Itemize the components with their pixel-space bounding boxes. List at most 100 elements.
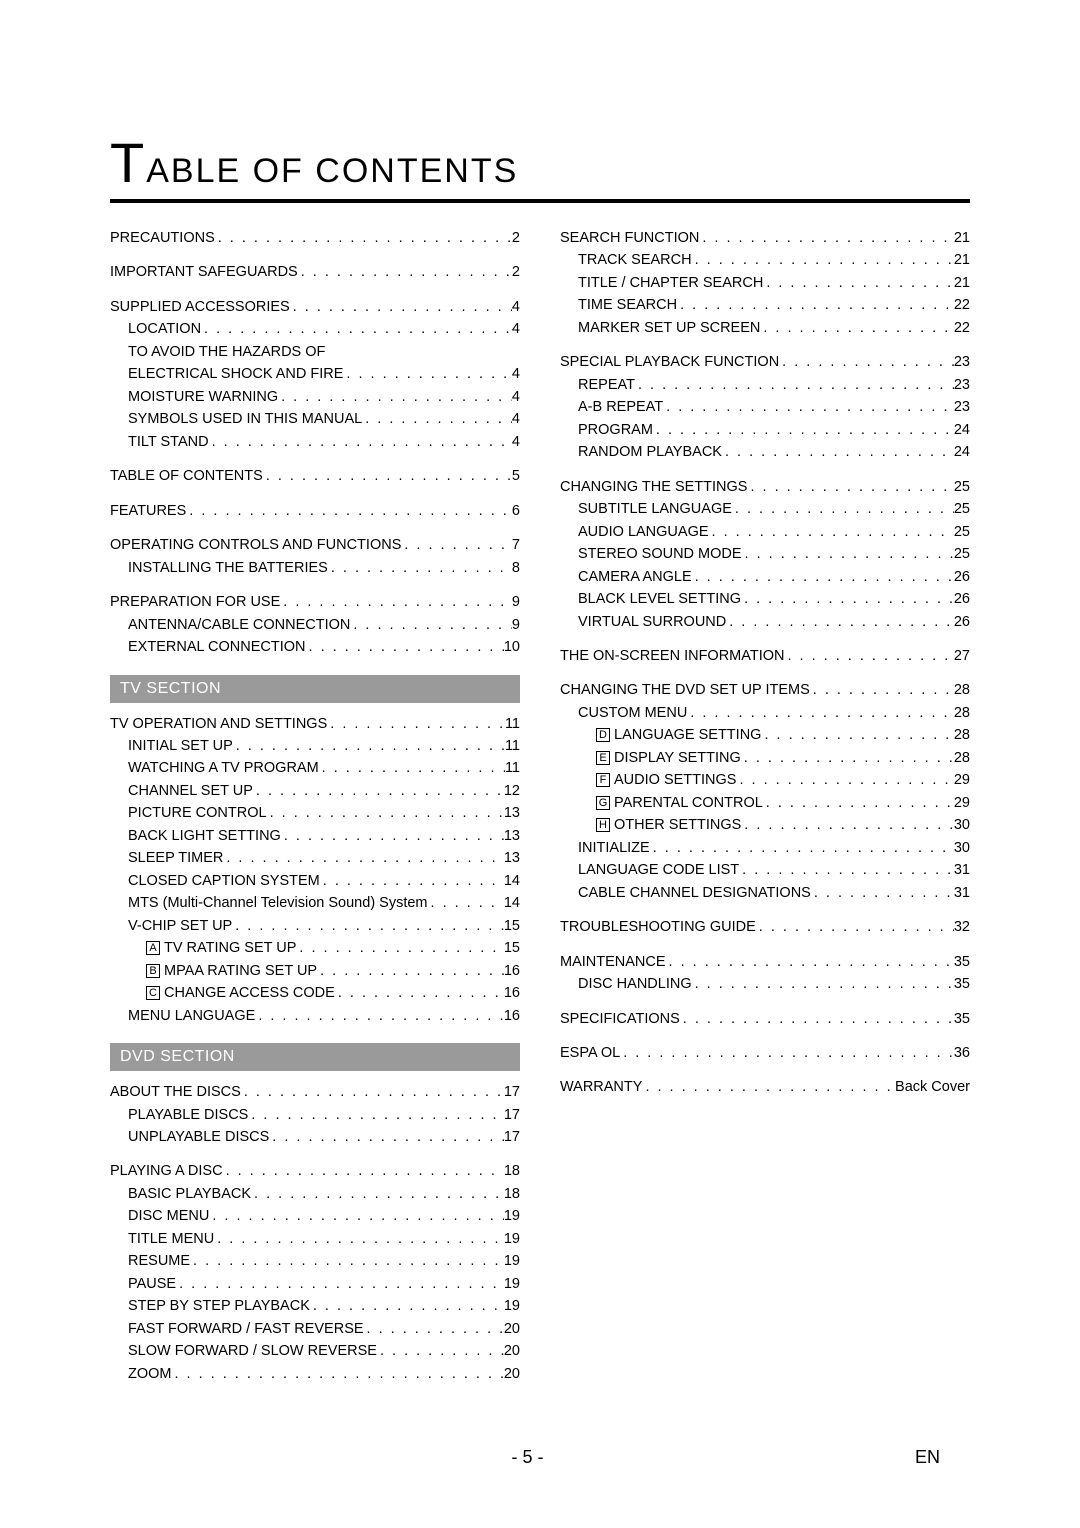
toc-label: FEATURES bbox=[110, 500, 186, 522]
page-container: TABLE OF CONTENTS PRECAUTIONS2IMPORTANT … bbox=[0, 0, 1080, 1437]
toc-line: WATCHING A TV PROGRAM11 bbox=[110, 757, 520, 779]
footer-page-number: - 5 - bbox=[511, 1447, 543, 1468]
toc-label-text: MOISTURE WARNING bbox=[128, 389, 278, 405]
toc-page-number: 25 bbox=[954, 498, 970, 520]
toc-page-number: Back Cover bbox=[895, 1076, 970, 1098]
toc-leader-dots bbox=[201, 318, 512, 340]
toc-label-text: PICTURE CONTROL bbox=[128, 805, 267, 821]
toc-label: REPEAT bbox=[578, 374, 635, 396]
toc-block-dvd: ABOUT THE DISCS17PLAYABLE DISCS17UNPLAYA… bbox=[110, 1081, 520, 1385]
toc-page-number: 28 bbox=[954, 724, 970, 746]
toc-line: SUBTITLE LANGUAGE 25 bbox=[560, 498, 970, 520]
toc-label-text: MPAA RATING SET UP bbox=[164, 963, 317, 979]
toc-leader-dots bbox=[350, 614, 512, 636]
toc-group: PREPARATION FOR USE9ANTENNA/CABLE CONNEC… bbox=[110, 591, 520, 658]
toc-label: GPARENTAL CONTROL bbox=[596, 792, 763, 814]
toc-page-number: 2 bbox=[512, 227, 520, 249]
toc-label-text: TV RATING SET UP bbox=[164, 940, 296, 956]
toc-page-number: 21 bbox=[954, 272, 970, 294]
toc-label: LOCATION bbox=[128, 318, 201, 340]
toc-leader-dots bbox=[692, 566, 954, 588]
toc-label-text: ESPA OL bbox=[560, 1045, 620, 1061]
toc-label-text: CHANGING THE DVD SET UP ITEMS bbox=[560, 682, 810, 698]
toc-line: TITLE MENU19 bbox=[110, 1228, 520, 1250]
toc-leader-dots bbox=[281, 825, 504, 847]
toc-leader-dots bbox=[280, 591, 512, 613]
toc-leader-dots bbox=[642, 1076, 895, 1098]
toc-line: THE ON-SCREEN INFORMATION27 bbox=[560, 645, 970, 667]
toc-page-number: 16 bbox=[504, 1005, 520, 1027]
toc-page-number: 4 bbox=[512, 296, 520, 318]
toc-line: TABLE OF CONTENTS5 bbox=[110, 465, 520, 487]
toc-label-text: TROUBLESHOOTING GUIDE bbox=[560, 919, 756, 935]
toc-page-number: 16 bbox=[504, 960, 520, 982]
toc-label: PICTURE CONTROL bbox=[128, 802, 267, 824]
toc-line: CUSTOM MENU28 bbox=[560, 702, 970, 724]
toc-label-text: PLAYABLE DISCS bbox=[128, 1107, 248, 1123]
toc-label-text: DISPLAY SETTING bbox=[614, 750, 741, 766]
toc-label: BMPAA RATING SET UP bbox=[146, 960, 317, 982]
toc-line: PROGRAM24 bbox=[560, 419, 970, 441]
toc-line: CABLE CHANNEL DESIGNATIONS31 bbox=[560, 882, 970, 904]
toc-label: SLEEP TIMER bbox=[128, 847, 223, 869]
toc-label-text: PRECAUTIONS bbox=[110, 230, 215, 246]
toc-group: SUPPLIED ACCESSORIES4LOCATION4TO AVOID T… bbox=[110, 296, 520, 453]
toc-leader-dots bbox=[255, 1005, 504, 1027]
toc-label-text: SPECIAL PLAYBACK FUNCTION bbox=[560, 354, 779, 370]
toc-label: CLOSED CAPTION SYSTEM bbox=[128, 870, 320, 892]
toc-group: OPERATING CONTROLS AND FUNCTIONS7INSTALL… bbox=[110, 534, 520, 579]
toc-leader-dots bbox=[692, 973, 954, 995]
toc-label-text: PLAYING A DISC bbox=[110, 1163, 223, 1179]
toc-leader-dots bbox=[680, 1008, 954, 1030]
toc-page-number: 26 bbox=[954, 566, 970, 588]
toc-label: SUBTITLE LANGUAGE bbox=[578, 498, 732, 520]
toc-label-text: LOCATION bbox=[128, 321, 201, 337]
toc-page-number: 11 bbox=[505, 713, 520, 735]
toc-leader-dots bbox=[362, 408, 512, 430]
toc-label: TABLE OF CONTENTS bbox=[110, 465, 263, 487]
toc-line: ATV RATING SET UP15 bbox=[110, 937, 520, 959]
toc-page-number: 19 bbox=[504, 1228, 520, 1250]
toc-page-number: 25 bbox=[954, 476, 970, 498]
toc-leader-dots bbox=[327, 713, 505, 735]
toc-line: ABOUT THE DISCS17 bbox=[110, 1081, 520, 1103]
toc-page-number: 4 bbox=[512, 431, 520, 453]
toc-line: SYMBOLS USED IN THIS MANUAL4 bbox=[110, 408, 520, 430]
toc-label: HOTHER SETTINGS bbox=[596, 814, 741, 836]
toc-label-text: FAST FORWARD / FAST REVERSE bbox=[128, 1321, 364, 1337]
toc-label: WATCHING A TV PROGRAM bbox=[128, 757, 319, 779]
toc-label-text: THE ON-SCREEN INFORMATION bbox=[560, 648, 784, 664]
toc-leader-dots bbox=[278, 386, 512, 408]
toc-label-text: TILT STAND bbox=[128, 434, 209, 450]
toc-label-text: PAUSE bbox=[128, 1276, 176, 1292]
toc-page-number: 13 bbox=[504, 802, 520, 824]
toc-leader-dots bbox=[763, 792, 954, 814]
toc-leader-dots bbox=[653, 419, 954, 441]
toc-line: INITIAL SET UP11 bbox=[110, 735, 520, 757]
toc-group: TABLE OF CONTENTS5 bbox=[110, 465, 520, 487]
toc-label-text: STEP BY STEP PLAYBACK bbox=[128, 1298, 310, 1314]
toc-label-text: DISC HANDLING bbox=[578, 976, 692, 992]
toc-label: SYMBOLS USED IN THIS MANUAL bbox=[128, 408, 362, 430]
toc-page-number: 7 bbox=[512, 534, 520, 556]
toc-label: PRECAUTIONS bbox=[110, 227, 215, 249]
toc-label: CUSTOM MENU bbox=[578, 702, 687, 724]
toc-line: BLACK LEVEL SETTING26 bbox=[560, 588, 970, 610]
toc-leader-dots bbox=[223, 847, 503, 869]
toc-leader-dots bbox=[810, 679, 954, 701]
toc-leader-dots bbox=[328, 557, 512, 579]
toc-label-text: SEARCH FUNCTION bbox=[560, 230, 699, 246]
toc-line: ESPA OL36 bbox=[560, 1042, 970, 1064]
box-letter-icon: E bbox=[596, 751, 610, 765]
toc-line: MTS (Multi-Channel Television Sound) Sys… bbox=[110, 892, 520, 914]
toc-label: BLACK LEVEL SETTING bbox=[578, 588, 741, 610]
toc-line: TRACK SEARCH21 bbox=[560, 249, 970, 271]
toc-line: TILT STAND 4 bbox=[110, 431, 520, 453]
toc-page-number: 23 bbox=[954, 374, 970, 396]
toc-page-number: 11 bbox=[505, 735, 520, 757]
toc-label: INITIALIZE bbox=[578, 837, 650, 859]
toc-label-text: SUPPLIED ACCESSORIES bbox=[110, 299, 290, 315]
toc-label: VIRTUAL SURROUND bbox=[578, 611, 726, 633]
toc-page-number: 24 bbox=[954, 441, 970, 463]
toc-line: RESUME19 bbox=[110, 1250, 520, 1272]
